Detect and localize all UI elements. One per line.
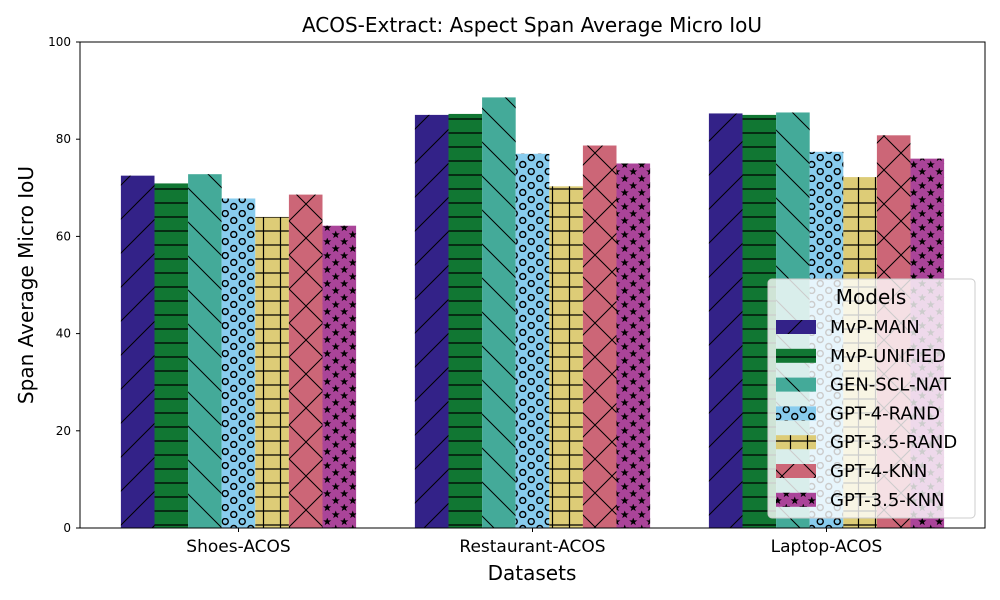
y-tick-label: 80	[56, 132, 71, 146]
bar-mvp-unified-restaurant-acos-hatch	[448, 113, 483, 528]
bar-gpt-4-rand-restaurant-acos	[515, 153, 550, 528]
legend-swatch-hatch	[776, 348, 816, 363]
bar-gen-scl-nat-restaurant-acos	[482, 97, 516, 529]
y-tick-label: 40	[56, 327, 71, 341]
legend-entry-mvp-main: MvP-MAIN	[776, 317, 920, 338]
legend-swatch-hatch	[776, 320, 816, 334]
legend-label: MvP-MAIN	[830, 317, 920, 338]
bar-mvp-main-shoes-acos	[120, 175, 155, 528]
bar-mvp-unified-shoes-acos-hatch	[154, 183, 189, 528]
legend-entry-gen-scl-nat: GEN-SCL-NAT	[776, 375, 952, 396]
legend-title: Models	[836, 285, 906, 309]
bar-mvp-main-laptop-acos-hatch	[708, 113, 743, 528]
legend-label: GPT-3.5-RAND	[830, 432, 957, 453]
x-axis-ticks: Shoes-ACOS Restaurant-ACOS Laptop-ACOS	[186, 528, 882, 557]
legend-items: MvP-MAIN MvP-UNIFIED GEN-SCL-NAT GPT-4-RAND…	[776, 317, 957, 511]
bar-gpt-4-rand-shoes-acos-hatch	[221, 198, 256, 528]
bar-gen-scl-nat-shoes-acos	[188, 174, 222, 528]
legend-entry-gpt-3-5-rand: GPT-3.5-RAND	[776, 432, 957, 453]
legend-swatch-hatch	[776, 406, 816, 421]
bar-gpt-3-5-rand-restaurant-acos-hatch	[549, 186, 583, 529]
x-tick-label-laptop-acos: Laptop-ACOS	[771, 537, 883, 557]
bar-mvp-main-restaurant-acos-hatch	[414, 114, 449, 529]
x-tick-label-restaurant-acos: Restaurant-ACOS	[459, 537, 605, 557]
bar-gpt-3-5-rand-shoes-acos	[255, 216, 289, 528]
bar-gpt-3-5-knn-restaurant-acos-hatch	[616, 163, 651, 528]
bar-mvp-main-laptop-acos	[708, 113, 743, 528]
legend: Models MvP-MAIN MvP-UNIFIED GEN-SCL-NAT GPT…	[767, 278, 976, 519]
legend-label: MvP-UNIFIED	[830, 346, 946, 367]
bar-gpt-4-knn-restaurant-acos-hatch	[582, 145, 617, 528]
y-axis-ticks: 0 20 40 60 80 100	[48, 35, 80, 535]
x-axis-label: Datasets	[488, 561, 577, 585]
y-tick-label: 0	[63, 521, 71, 535]
bar-gpt-3-5-knn-shoes-acos	[322, 225, 357, 528]
legend-entry-mvp-unified: MvP-UNIFIED	[776, 346, 946, 367]
y-axis-label: Span Average Micro IoU	[14, 166, 38, 404]
legend-label: GPT-3.5-KNN	[830, 490, 945, 511]
bar-gpt-4-rand-restaurant-acos-hatch	[515, 153, 550, 528]
bar-gpt-4-rand-shoes-acos	[221, 198, 256, 528]
legend-label: GPT-4-RAND	[830, 403, 940, 424]
bar-gpt-3-5-rand-shoes-acos-hatch	[255, 216, 289, 528]
bar-mvp-unified-restaurant-acos	[448, 113, 483, 528]
legend-swatch-hatch	[776, 464, 816, 478]
legend-entry-gpt-4-rand: GPT-4-RAND	[776, 403, 940, 424]
bar-gpt-3-5-rand-restaurant-acos	[549, 186, 583, 529]
bar-gpt-3-5-knn-restaurant-acos	[616, 163, 651, 528]
legend-entry-gpt-3-5-knn: GPT-3.5-KNN	[776, 490, 945, 511]
bar-mvp-unified-shoes-acos	[154, 183, 189, 528]
plot-frame	[79, 41, 986, 529]
bar-mvp-main-shoes-acos-hatch	[120, 175, 155, 528]
bar-gpt-4-knn-shoes-acos-hatch	[288, 194, 323, 528]
bar-gpt-4-knn-restaurant-acos	[582, 145, 617, 528]
bar-gpt-3-5-knn-shoes-acos-hatch	[322, 225, 357, 528]
legend-swatch-hatch	[776, 377, 816, 392]
bar-gpt-4-knn-shoes-acos	[288, 194, 323, 528]
legend-swatch-hatch	[776, 435, 816, 450]
bar-gen-scl-nat-restaurant-acos-hatch	[482, 97, 516, 529]
legend-label: GPT-4-KNN	[830, 461, 927, 482]
bar-gen-scl-nat-shoes-acos-hatch	[188, 174, 222, 528]
legend-box	[767, 278, 976, 519]
x-tick-label-shoes-acos: Shoes-ACOS	[186, 537, 290, 557]
legend-entry-gpt-4-knn: GPT-4-KNN	[776, 461, 927, 482]
y-tick-label: 100	[48, 35, 71, 49]
legend-swatch-hatch	[776, 492, 816, 507]
y-tick-label: 60	[56, 229, 71, 243]
legend-label: GEN-SCL-NAT	[830, 375, 952, 396]
y-tick-label: 20	[56, 424, 71, 438]
chart-title: ACOS-Extract: Aspect Span Average Micro …	[302, 13, 762, 37]
bar-mvp-main-restaurant-acos	[414, 114, 449, 529]
